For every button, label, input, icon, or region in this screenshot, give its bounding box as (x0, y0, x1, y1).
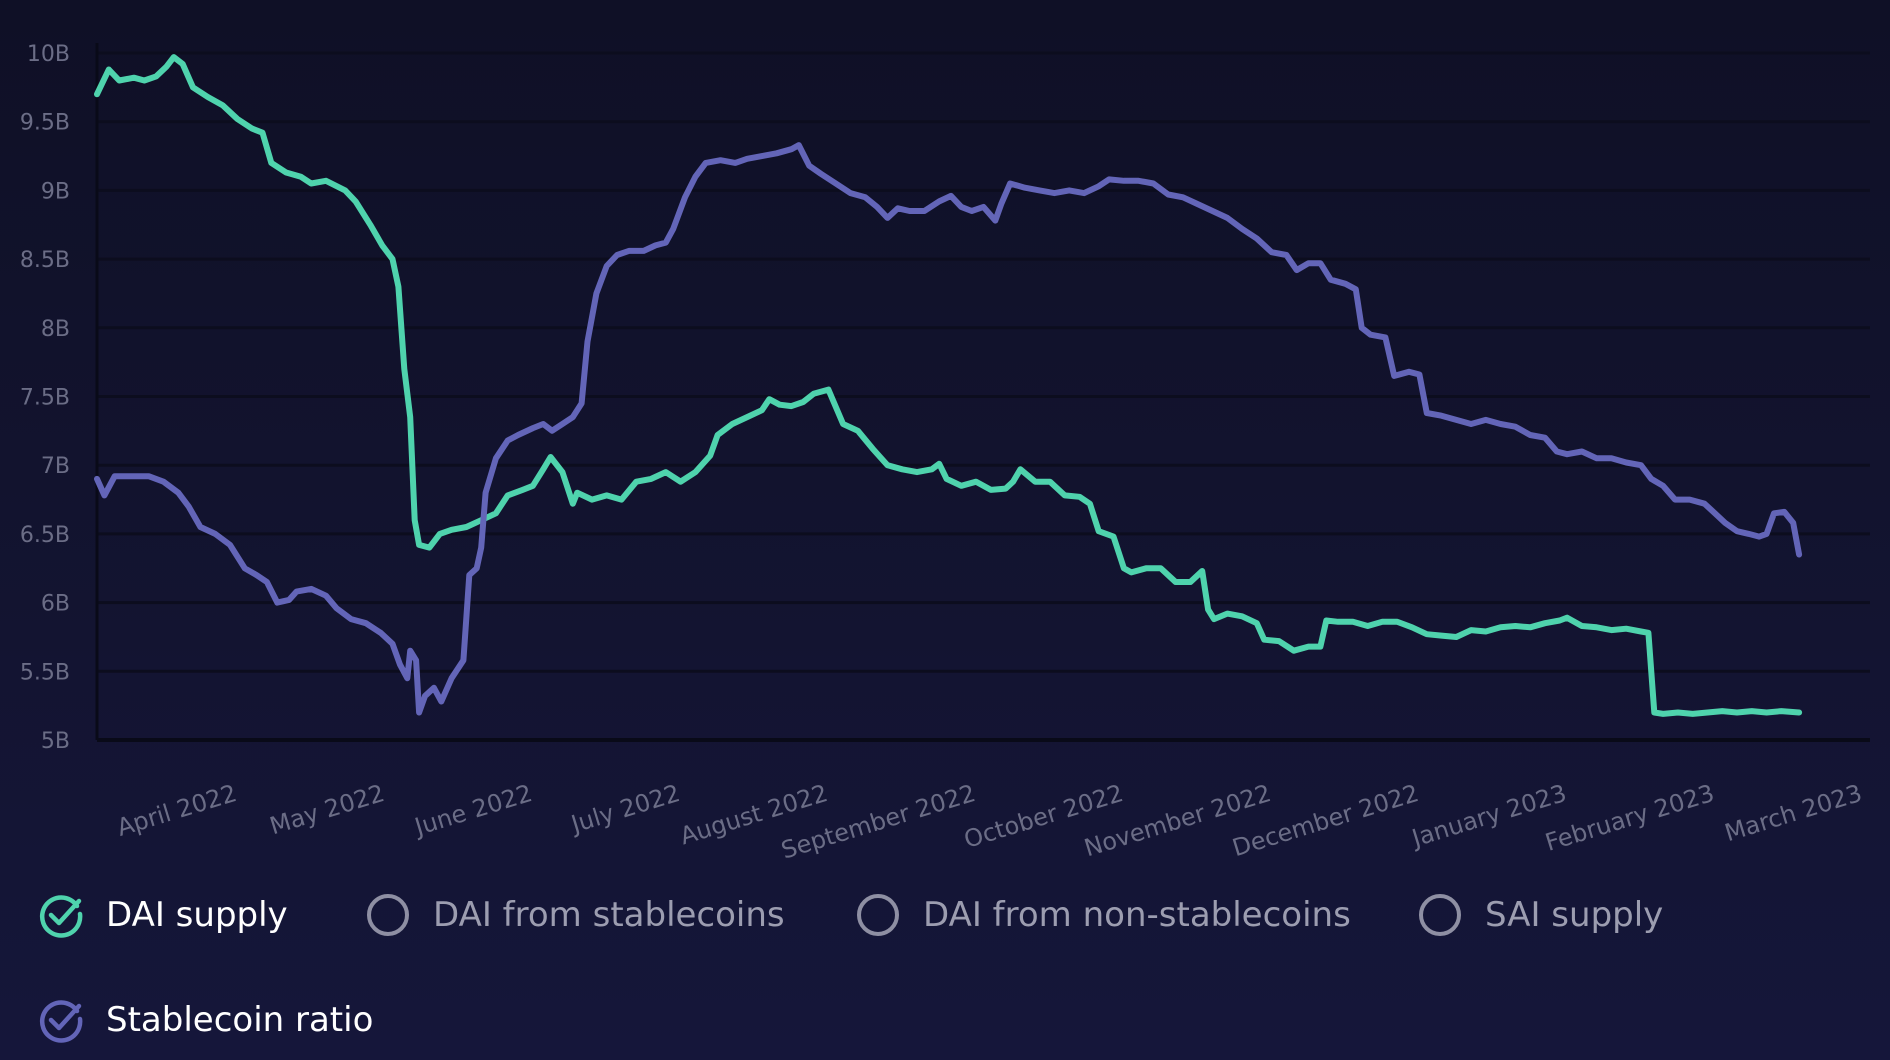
legend-item-stablecoin-ratio[interactable]: Stablecoin ratio (38, 997, 373, 1043)
legend-item-dai-from-non-stablecoins[interactable]: DAI from non-stablecoins (855, 892, 1351, 938)
legend-label: Stablecoin ratio (106, 1000, 374, 1040)
series-line-dai-supply (94, 54, 1803, 717)
empty-circle-icon (365, 892, 411, 938)
y-tick-label: 7B (41, 454, 70, 479)
y-axis-tick-labels: 5B 5.5B 6B 6.5B 7B 7.5B 8B 8.5B 9B 9.5B 10B (20, 42, 70, 754)
axes (95, 43, 1870, 742)
x-tick-label: May 2022 (266, 779, 387, 840)
y-tick-label: 9B (41, 179, 70, 204)
y-tick-label: 5B (41, 729, 70, 754)
empty-circle-icon (1417, 892, 1463, 938)
supply-line-chart: 5B 5.5B 6B 6.5B 7B 7.5B 8B 8.5B 9B 9.5B 10B April … (20, 42, 1870, 860)
data-series (94, 54, 1803, 717)
x-tick-label: July 2022 (566, 779, 683, 839)
checked-circle-icon (38, 892, 84, 938)
x-axis-tick-labels: April 2022 May 2022 June 2022 July 2022Augu… (114, 779, 1866, 860)
legend-item-dai-supply[interactable]: DAI supply (38, 892, 288, 938)
x-tick-label: March 2023 (1721, 779, 1865, 847)
legend-label: SAI supply (1485, 895, 1664, 935)
legend-label: DAI from non-stablecoins (923, 895, 1351, 935)
x-tick-label: June 2022 (410, 779, 536, 842)
y-tick-label: 7.5B (20, 386, 70, 411)
x-tick-label: April 2022 (114, 779, 240, 842)
legend-label: DAI from stablecoins (433, 895, 785, 935)
checked-circle-icon (38, 997, 84, 1043)
grid-lines (97, 51, 1870, 742)
legend-item-sai-supply[interactable]: SAI supply (1417, 892, 1663, 938)
x-tick-label: February 2023 (1542, 779, 1718, 857)
empty-circle-icon (855, 892, 901, 938)
y-tick-label: 8.5B (20, 248, 70, 273)
legend-label: DAI supply (106, 895, 288, 935)
y-tick-label: 5.5B (20, 660, 70, 685)
y-tick-label: 6.5B (20, 523, 70, 548)
y-tick-label: 8B (41, 317, 70, 342)
y-tick-label: 10B (27, 42, 70, 67)
series-line-stablecoin-ratio (94, 142, 1803, 716)
y-tick-label: 6B (41, 592, 70, 617)
legend-item-dai-from-stablecoins[interactable]: DAI from stablecoins (365, 892, 785, 938)
y-tick-label: 9.5B (20, 111, 70, 136)
